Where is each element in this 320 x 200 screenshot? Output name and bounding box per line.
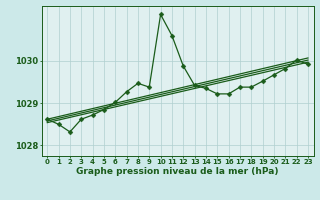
X-axis label: Graphe pression niveau de la mer (hPa): Graphe pression niveau de la mer (hPa) (76, 167, 279, 176)
